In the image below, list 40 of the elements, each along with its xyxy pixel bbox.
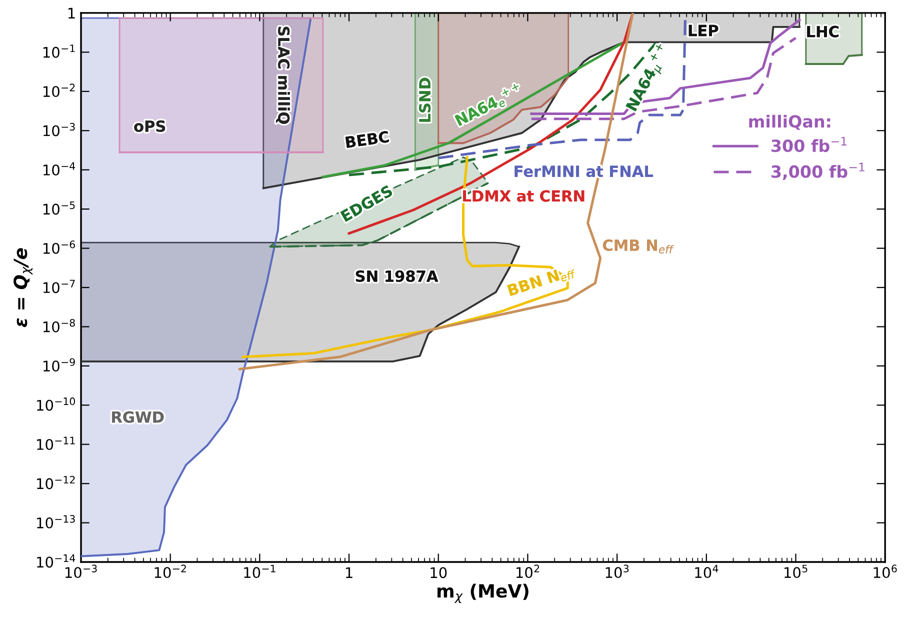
x-tick-label: 10$^{6}$ — [874, 564, 897, 578]
y-tick-label: 10$^{−8}$ — [43, 318, 75, 332]
annotation: LSND — [419, 78, 431, 122]
annotation: CMB N$_{eff}$ — [602, 239, 674, 254]
x-tick-label: 10$^{5}$ — [784, 564, 808, 578]
y-tick-label: 10$^{−10}$ — [37, 397, 76, 411]
x-tick-label: 10 — [430, 567, 447, 578]
y-tick-label: 10$^{−13}$ — [37, 515, 75, 528]
y-axis-title: ε = Q$_{χ}$/e — [14, 248, 33, 328]
y-tick-label: 10$^{−9}$ — [43, 358, 75, 372]
y-tick-label: 10$^{−4}$ — [43, 162, 76, 176]
x-tick-label: 10$^{−2}$ — [154, 564, 186, 578]
y-tick-label: 10$^{−6}$ — [43, 240, 75, 254]
annotation: RGWD — [112, 411, 164, 423]
y-tick-label: 10$^{−2}$ — [43, 84, 75, 98]
x-tick-label: 10$^{−1}$ — [244, 564, 276, 578]
y-tick-label: 10$^{−3}$ — [43, 122, 75, 136]
y-tick-label: 10$^{−1}$ — [43, 44, 75, 58]
legend-label: 300 fb$^{−1}$ — [772, 136, 846, 152]
x-axis-title: m$_{χ}$ (MeV) — [438, 584, 528, 604]
legend-label: 3,000 fb$^{−1}$ — [772, 162, 864, 180]
annotation: LEP — [688, 24, 718, 36]
annotation: SLAC milliQ — [276, 26, 290, 124]
x-tick-label: 1 — [346, 567, 352, 578]
annotation: NA64$_{e}$$^{++}$ — [454, 82, 524, 128]
x-tick-label: 10$^{3}$ — [606, 564, 629, 578]
annotation: NA64$_{μ}$$^{++}$ — [624, 42, 674, 114]
y-tick-label: 1 — [68, 8, 75, 19]
x-tick-label: 10$^{4}$ — [695, 564, 718, 578]
y-tick-label: 10$^{−12}$ — [37, 476, 75, 490]
y-tick-label: 10$^{−7}$ — [43, 280, 75, 294]
annotation: BBN N$_{eff}$ — [507, 264, 576, 298]
legend-title: milliQan: — [749, 114, 830, 130]
annotation: oPS — [134, 120, 166, 132]
annotation: BEBC — [345, 130, 390, 148]
y-tick-label: 10$^{−5}$ — [43, 201, 75, 215]
annotation: SN 1987A — [356, 270, 438, 282]
y-tick-label: 10$^{−11}$ — [37, 436, 75, 450]
annotation: LHC — [807, 26, 839, 38]
x-tick-label: 10$^{2}$ — [516, 564, 540, 578]
